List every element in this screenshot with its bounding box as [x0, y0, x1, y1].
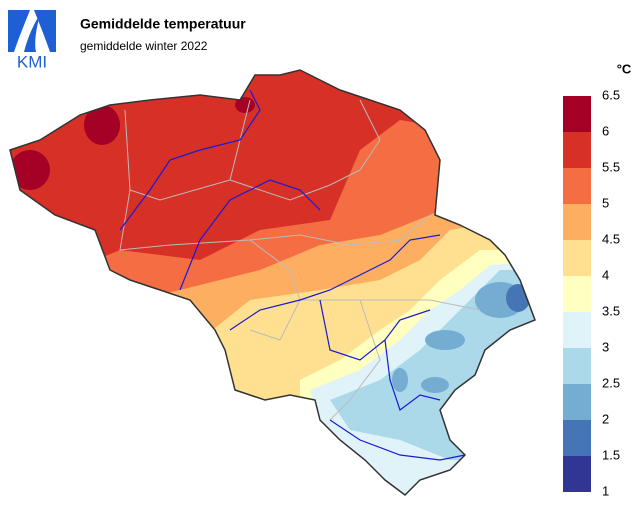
legend-swatch	[563, 384, 591, 420]
legend-tick-label: 3.5	[602, 303, 620, 318]
border	[9, 69, 536, 496]
legend-swatch	[563, 168, 591, 204]
legend-tick-label: 6	[602, 123, 609, 138]
logo: KMI	[8, 10, 56, 71]
legend: 6.5 6 5.5 5 4.5 4 3.5 3 2.5 2 1.5 1	[563, 87, 620, 498]
legend-swatch	[563, 96, 591, 132]
legend-tick-label: 5	[602, 195, 609, 210]
legend-swatch	[563, 456, 591, 492]
legend-swatch	[563, 132, 591, 168]
legend-tick-label: 6.5	[602, 87, 620, 102]
map	[10, 70, 535, 495]
legend-swatch	[563, 420, 591, 456]
legend-tick-label: 1	[602, 483, 609, 498]
legend-tick-label: 4	[602, 267, 609, 282]
legend-tick-label: 2.5	[602, 375, 620, 390]
legend-swatch	[563, 204, 591, 240]
legend-swatch	[563, 312, 591, 348]
legend-tick-label: 3	[602, 339, 609, 354]
subtitle: gemiddelde winter 2022	[80, 39, 208, 53]
legend-tick-label: 5.5	[602, 159, 620, 174]
title: Gemiddelde temperatuur	[80, 16, 246, 32]
legend-tick-label: 2	[602, 411, 609, 426]
legend-tick-label: 4.5	[602, 231, 620, 246]
legend-tick-label: 1.5	[602, 447, 620, 462]
legend-swatch	[563, 240, 591, 276]
logo-text: KMI	[17, 52, 47, 71]
legend-unit: °C	[617, 61, 632, 76]
legend-swatch	[563, 276, 591, 312]
legend-swatch	[563, 348, 591, 384]
